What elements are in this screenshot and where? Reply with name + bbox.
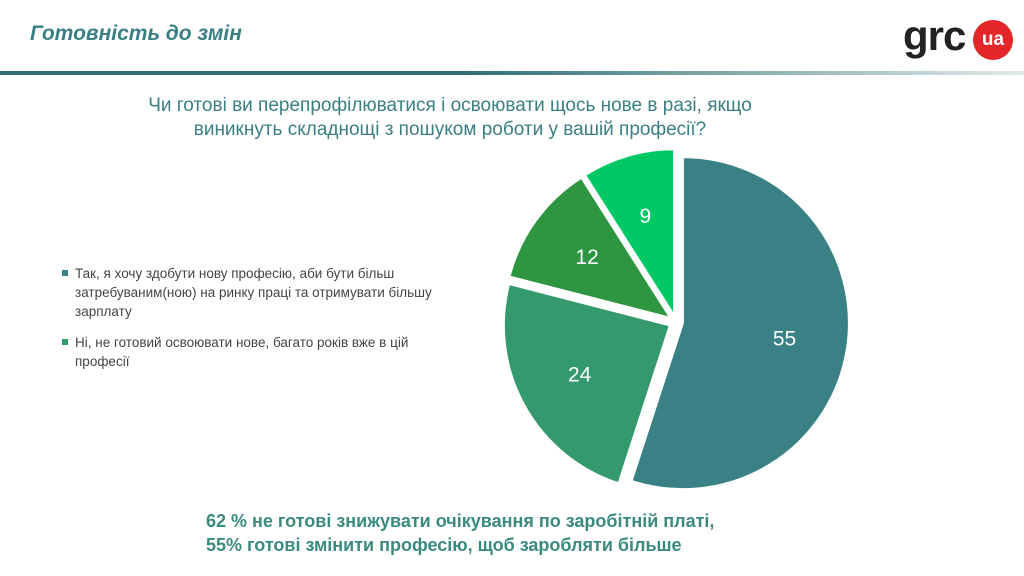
logo-badge: ua	[973, 20, 1013, 60]
header-divider	[0, 71, 1024, 75]
slide-title: Готовність до змін	[30, 22, 242, 45]
legend-swatch-2	[62, 339, 68, 345]
legend-item-2: Ні, не готовий освоювати нове, багато ро…	[62, 333, 432, 371]
pie-slice-4	[583, 148, 676, 319]
grc-ua-logo: grc ua	[903, 10, 1015, 62]
chart-question: Чи готові ви перепрофілюватися і освоюва…	[60, 94, 840, 142]
pie-slice-label-2: 24	[568, 363, 592, 386]
chart-conclusion: 62 % не готові знижувати очікування по з…	[206, 509, 714, 557]
legend-label-2: Ні, не готовий освоювати нове, багато ро…	[75, 335, 409, 369]
pie-slice-label-1: 55	[773, 328, 796, 351]
pie-slice-2	[502, 282, 672, 485]
pie-slice-label-3: 12	[575, 246, 598, 269]
legend-label-1: Так, я хочу здобути нову професію, аби б…	[75, 266, 432, 319]
pie-slice-1	[630, 156, 850, 491]
pie-slice-3	[508, 176, 673, 320]
chart-legend: Так, я хочу здобути нову професію, аби б…	[62, 264, 432, 383]
legend-item-1: Так, я хочу здобути нову професію, аби б…	[62, 264, 432, 321]
pie-slice-label-4: 9	[639, 205, 651, 228]
legend-swatch-1	[62, 270, 68, 276]
question-line-1: Чи готові ви перепрофілюватися і освоюва…	[148, 95, 752, 116]
conclusion-line-1: 62 % не готові знижувати очікування по з…	[206, 511, 715, 531]
logo-text: grc	[903, 12, 966, 59]
question-line-2: виникнуть складнощі з пошуком роботи у в…	[193, 119, 707, 140]
conclusion-line-2: 55% готові змінити професію, щоб заробля…	[206, 535, 682, 555]
